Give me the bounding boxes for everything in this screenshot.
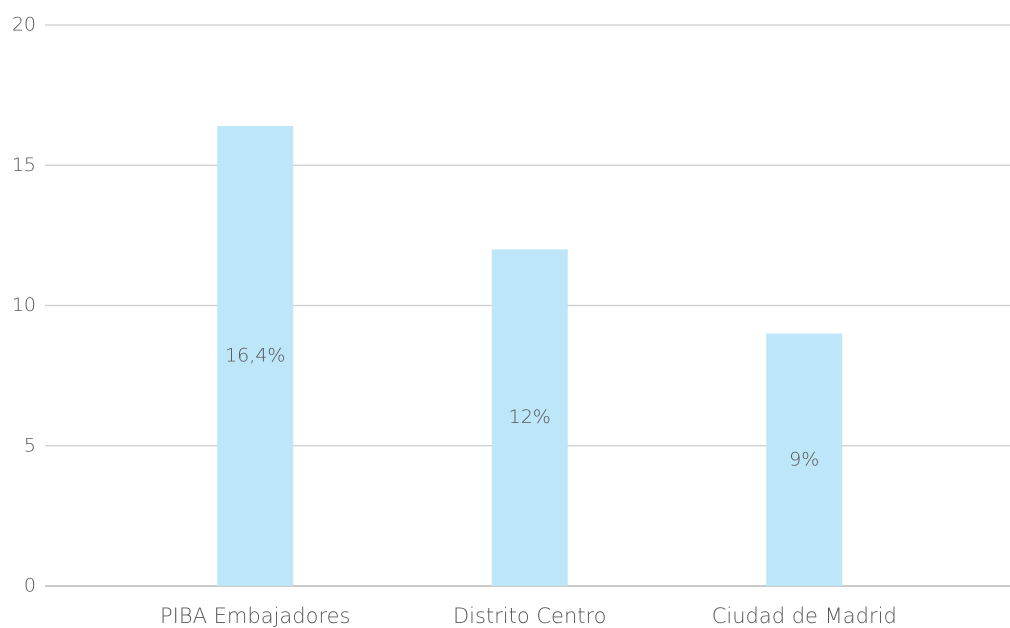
bar [491,249,568,586]
y-tick-label: 0 [24,575,36,597]
bar [217,125,294,586]
x-tick-label: Ciudad de Madrid [712,604,897,628]
y-tick-label: 20 [12,14,36,36]
bar [766,333,843,586]
x-tick-label: Distrito Centro [453,604,607,628]
data-label: 9% [789,448,819,470]
y-tick-label: 15 [12,154,36,176]
data-label: 12% [509,406,551,428]
data-label: 16,4% [225,344,285,366]
x-tick-label: PIBA Embajadores [160,604,351,628]
y-tick-label: 10 [12,294,36,316]
y-tick-label: 5 [24,434,36,456]
